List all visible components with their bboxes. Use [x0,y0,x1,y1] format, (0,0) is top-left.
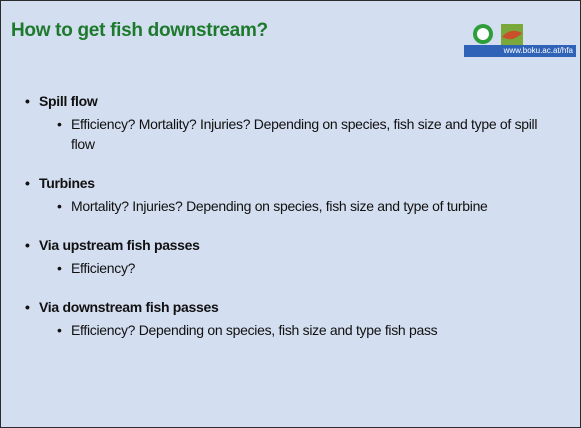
sub-bullet: Mortality? Injuries? Depending on specie… [57,196,541,216]
bullet-heading: Via upstream fish passes [25,235,565,255]
bullet-list: Spill flow Efficiency? Mortality? Injurie… [25,91,565,359]
slide-title: How to get fish downstream? [11,20,268,41]
bullet-item: Via upstream fish passes Efficiency? [25,235,565,278]
logos [473,24,523,45]
bullet-heading: Spill flow [25,91,565,111]
sub-bullet: Efficiency? Depending on species, fish s… [57,320,541,340]
fish-shape [502,30,522,40]
bullet-heading: Via downstream fish passes [25,297,565,317]
bullet-heading: Turbines [25,173,565,193]
boku-logo-inner [477,28,489,40]
bullet-item: Via downstream fish passes Efficiency? De… [25,297,565,340]
sub-bullet: Efficiency? [57,258,541,278]
bullet-item: Turbines Mortality? Injuries? Depending o… [25,173,565,216]
sub-bullet: Efficiency? Mortality? Injuries? Dependi… [57,114,541,154]
bullet-item: Spill flow Efficiency? Mortality? Injurie… [25,91,565,154]
url-bar: www.boku.ac.at/hfa [464,45,576,57]
